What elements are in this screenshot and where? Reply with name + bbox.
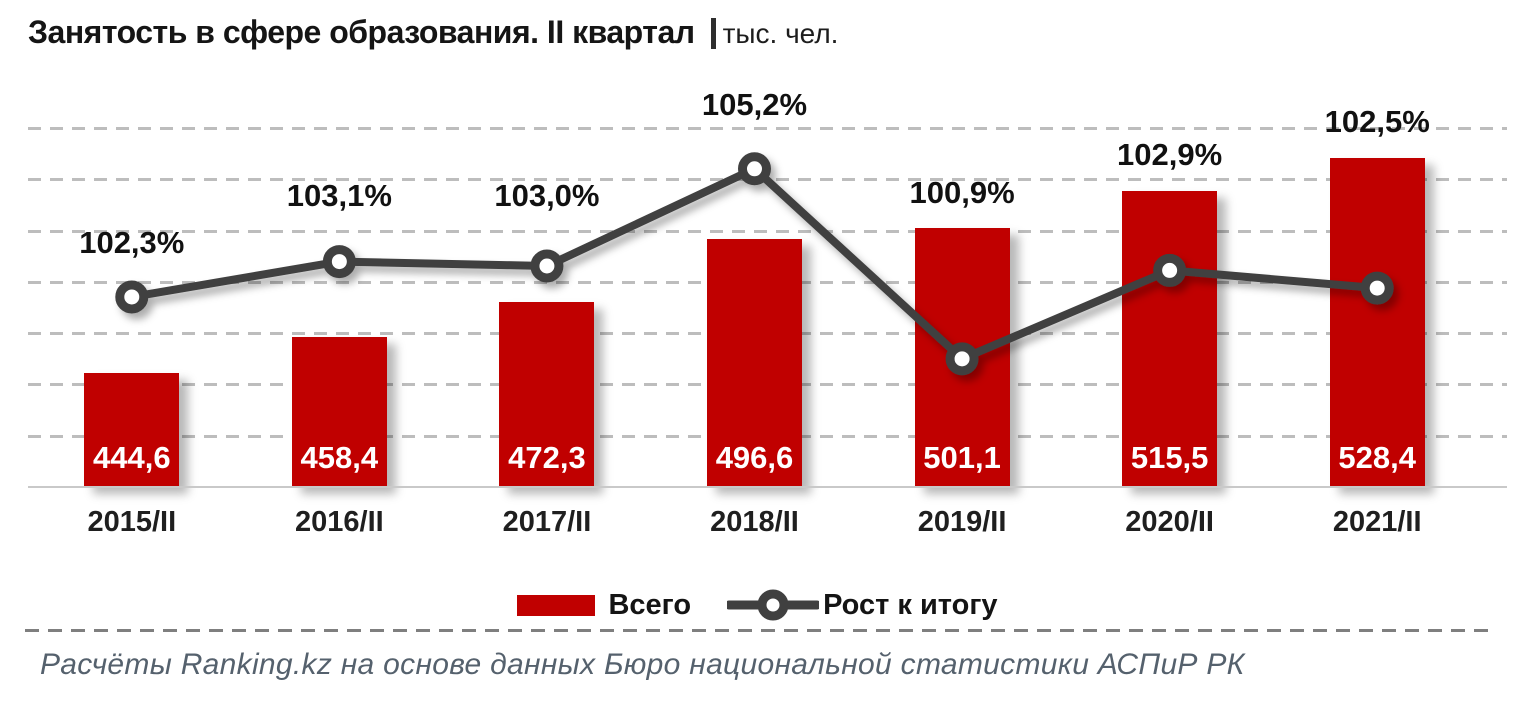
x-axis-label-2015/II: 2015/II	[87, 506, 177, 538]
line-value-label: 103,0%	[494, 178, 600, 213]
line-value-label: 105,2%	[701, 87, 808, 122]
x-axis-label-2020/II: 2020/II	[1125, 506, 1214, 538]
bar-value-label: 472,3	[508, 440, 586, 475]
x-axis-label-2016/II: 2016/II	[295, 506, 384, 538]
chart-title: Занятость в сфере образования. II кварта…	[28, 14, 838, 51]
bar-2021/II	[1329, 157, 1425, 487]
line-marker-icon	[737, 152, 771, 186]
x-axis-label-2018/II: 2018/II	[710, 506, 799, 538]
line-value-label: 102,5%	[1324, 104, 1430, 139]
x-axis-line	[28, 486, 1507, 488]
legend-label-total: Всего	[608, 588, 692, 621]
legend: Всего Рост к итогу	[0, 586, 1515, 624]
chart-title-text: Занятость в сфере образования. II кварта…	[28, 14, 695, 50]
line-marker-icon	[322, 245, 356, 279]
gridline	[28, 126, 1507, 130]
x-axis-label-2019/II: 2019/II	[917, 506, 1007, 538]
title-separator-bar	[710, 18, 716, 49]
bar-2015/II	[84, 372, 180, 487]
bar-value-label: 458,4	[300, 440, 379, 475]
bar-value-label: 501,1	[923, 440, 1001, 475]
gridline	[28, 178, 1507, 182]
line-value-label: 103,1%	[286, 178, 392, 213]
line-marker-icon	[530, 249, 564, 283]
legend-label-growth: Рост к итогу	[823, 588, 998, 621]
line-marker-icon	[115, 280, 149, 314]
gridline	[28, 229, 1507, 233]
source-note: Расчёты Ranking.kz на основе данных Бюро…	[40, 648, 1245, 681]
bar-value-label: 515,5	[1130, 440, 1209, 475]
x-axis-label-2017/II: 2017/II	[502, 506, 592, 538]
line-value-label: 102,3%	[79, 225, 185, 260]
legend-bar-swatch-icon	[517, 594, 596, 616]
line-value-label: 102,9%	[1117, 137, 1223, 172]
bar-value-label: 444,6	[92, 440, 171, 475]
legend-line-marker-icon	[727, 589, 820, 621]
x-axis-label-2021/II: 2021/II	[1332, 506, 1422, 538]
dashed-divider	[25, 629, 1489, 632]
chart-unit-label: тыс. чел.	[722, 17, 839, 49]
line-value-label: 100,9%	[909, 175, 1015, 210]
bar-value-label: 528,4	[1338, 440, 1416, 475]
bar-value-label: 496,6	[715, 440, 794, 475]
